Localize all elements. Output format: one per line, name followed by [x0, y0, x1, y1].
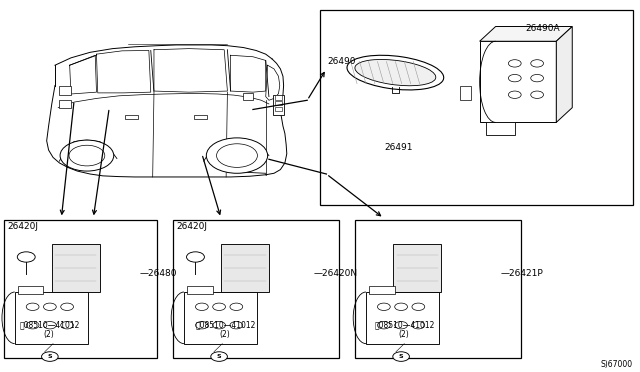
Ellipse shape [347, 55, 444, 90]
Circle shape [69, 145, 105, 166]
Circle shape [508, 60, 521, 67]
Circle shape [212, 303, 225, 311]
Text: Ⓝ08510—41012: Ⓝ08510—41012 [20, 321, 80, 330]
Circle shape [212, 321, 225, 329]
Text: (2): (2) [219, 330, 230, 339]
Circle shape [26, 303, 39, 311]
Polygon shape [479, 26, 572, 41]
Circle shape [17, 252, 35, 262]
Circle shape [211, 352, 227, 361]
Circle shape [230, 321, 243, 329]
Ellipse shape [355, 60, 436, 86]
Circle shape [395, 321, 408, 329]
Text: (2): (2) [44, 330, 54, 339]
Bar [221, 244, 269, 292]
Bar [320, 10, 633, 205]
Circle shape [531, 91, 543, 99]
Circle shape [508, 91, 521, 99]
Bar [243, 93, 253, 100]
Circle shape [508, 74, 521, 82]
Circle shape [378, 303, 390, 311]
Circle shape [195, 321, 208, 329]
Bar [486, 122, 515, 135]
Text: 26490: 26490 [328, 57, 356, 66]
Circle shape [206, 138, 268, 173]
Bar [275, 101, 282, 105]
Circle shape [195, 303, 208, 311]
Circle shape [531, 74, 543, 82]
Bar [479, 41, 556, 122]
Bar [273, 95, 284, 115]
Bar [184, 292, 257, 344]
Circle shape [42, 352, 58, 361]
Circle shape [186, 252, 204, 262]
Bar [4, 220, 157, 358]
Circle shape [412, 321, 425, 329]
Text: —26420N: —26420N [314, 269, 358, 278]
Circle shape [378, 321, 390, 329]
Text: 26420J: 26420J [7, 222, 38, 231]
Text: S)67000: S)67000 [601, 360, 633, 369]
Text: 26420J: 26420J [176, 222, 207, 231]
Text: —26480: —26480 [140, 269, 177, 278]
Polygon shape [556, 26, 572, 122]
Bar [394, 244, 442, 292]
Bar [194, 115, 207, 119]
Text: S: S [399, 354, 403, 359]
Circle shape [61, 303, 74, 311]
Circle shape [44, 321, 56, 329]
Bar [187, 286, 212, 294]
Bar [60, 100, 71, 108]
Circle shape [395, 303, 408, 311]
Circle shape [531, 60, 543, 67]
Text: Ⓝ08510—41012: Ⓝ08510—41012 [195, 321, 256, 330]
Bar [461, 86, 470, 100]
Bar [60, 86, 71, 95]
Bar [125, 115, 138, 119]
Bar [52, 244, 100, 292]
Text: S: S [47, 354, 52, 359]
Text: Ⓝ08510—41012: Ⓝ08510—41012 [374, 321, 435, 330]
Circle shape [44, 303, 56, 311]
Circle shape [60, 140, 114, 171]
Circle shape [412, 303, 425, 311]
Bar [15, 292, 88, 344]
Circle shape [216, 144, 257, 167]
Text: —26421P: —26421P [500, 269, 543, 278]
Text: (2): (2) [398, 330, 409, 339]
Circle shape [393, 352, 410, 361]
Bar [18, 286, 44, 294]
Bar [355, 220, 521, 358]
Bar [173, 220, 339, 358]
Text: S: S [217, 354, 221, 359]
Circle shape [61, 321, 74, 329]
Bar [275, 95, 282, 100]
Bar [275, 107, 282, 111]
Bar [369, 286, 395, 294]
Text: 26491: 26491 [384, 143, 412, 152]
Circle shape [230, 303, 243, 311]
Circle shape [26, 321, 39, 329]
Bar [366, 292, 440, 344]
Text: 26490A: 26490A [525, 23, 560, 33]
